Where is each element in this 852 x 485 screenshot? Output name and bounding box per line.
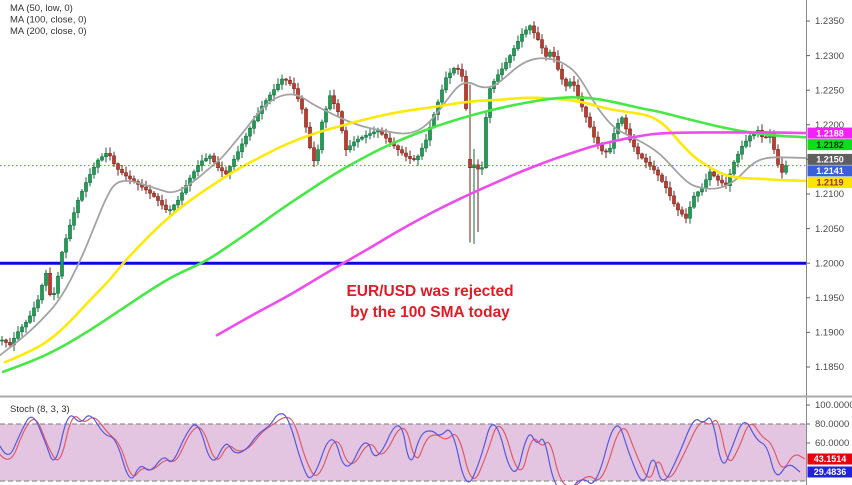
y-axis-label: 1.2300 [815, 51, 844, 62]
y-axis-label: 1.2100 [815, 189, 844, 200]
y-axis-label: 1.2000 [815, 258, 844, 269]
y-axis-label: 1.2200 [815, 120, 844, 131]
candles-layer [0, 21, 788, 352]
ma-legend-100: MA (100, close, 0) [10, 15, 87, 26]
price-badge [807, 165, 852, 177]
main-plot [0, 21, 806, 374]
price-badge-value: 1.2182 [816, 140, 844, 150]
stoch-value-badge-text: 43.1514 [814, 454, 847, 464]
price-badge-value: 1.2188 [816, 128, 844, 138]
price-badge-value: 1.2150 [816, 155, 844, 165]
y-axis-label: 1.1950 [815, 293, 844, 304]
price-badge [807, 153, 852, 165]
price-badge [807, 139, 852, 151]
stoch-axis-label: 100.0000 [815, 400, 852, 411]
stoch-value-badge-text: 29.4836 [814, 467, 847, 477]
stoch-axis-label: 80.0000 [815, 419, 849, 430]
price-badge [807, 176, 852, 188]
price-badge [807, 127, 852, 139]
annotation-line-1: EUR/USD was rejected [346, 283, 513, 300]
ma-line-magenta [215, 131, 806, 337]
stoch-d-line [0, 413, 801, 485]
stoch-value-badge [807, 466, 852, 478]
stoch-value-badge [807, 453, 852, 465]
ma-legend-50: MA (50, low, 0) [10, 3, 73, 14]
annotation-line-2: by the 100 SMA today [350, 304, 510, 321]
y-axis-label: 1.1850 [815, 362, 844, 373]
y-axis-label: 1.2250 [815, 85, 844, 96]
price-badge-value: 1.2119 [816, 178, 843, 188]
y-axis-label: 1.2050 [815, 224, 844, 235]
stochastic-legend: Stoch (8, 3, 3) [10, 404, 70, 415]
ma-line-green [1, 96, 806, 374]
price-badge-value: 1.2141 [816, 166, 844, 176]
text-layer: MA (50, low, 0) MA (100, close, 0) MA (2… [10, 3, 514, 415]
y-axis-label: 1.2350 [815, 16, 844, 27]
stoch-axis: 100.0000 80.0000 60.0000 43.1514 29.4836 [806, 400, 852, 478]
stochastic-plot [0, 413, 806, 485]
stoch-axis-label: 60.0000 [815, 438, 849, 449]
y-axis-label: 1.1900 [815, 328, 844, 339]
ma-line-gray [0, 57, 806, 357]
ma-legend-200: MA (200, close, 0) [10, 26, 87, 37]
